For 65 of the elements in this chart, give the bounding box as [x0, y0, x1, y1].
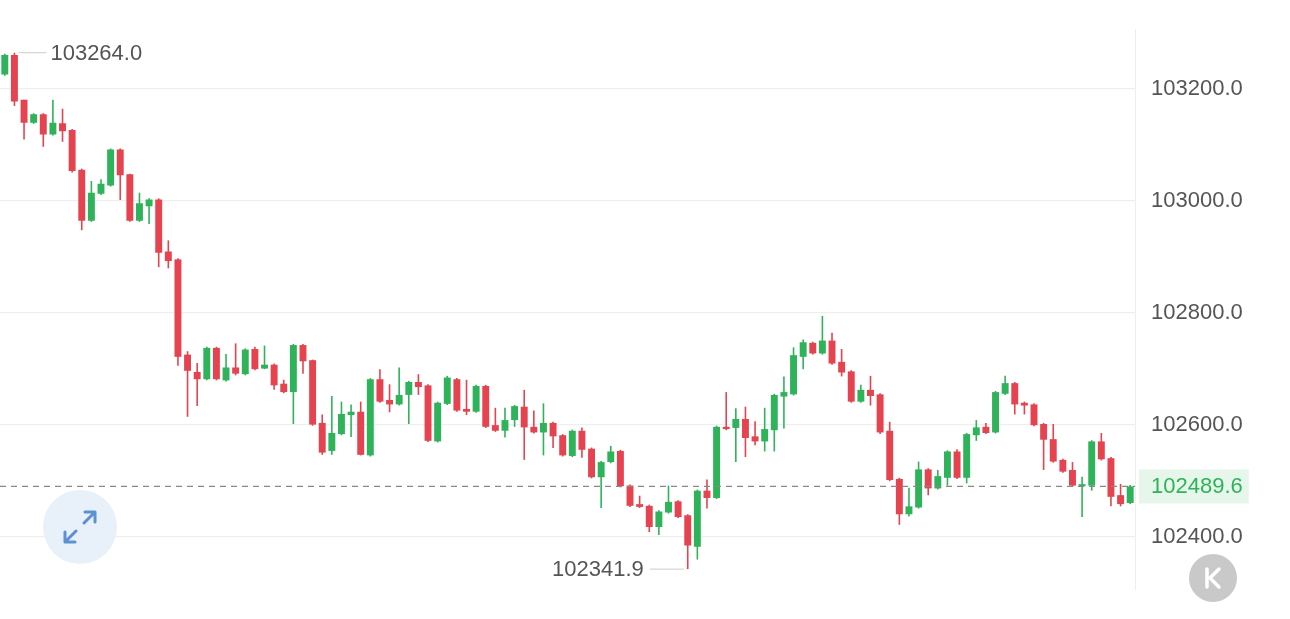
candlestick — [549, 420, 557, 449]
candlestick — [59, 107, 66, 143]
candlestick — [1040, 422, 1048, 471]
candlestick — [405, 380, 413, 425]
candlestick — [338, 400, 345, 437]
candlestick — [511, 404, 519, 428]
candlestick — [414, 373, 422, 396]
candlestick — [1117, 483, 1125, 508]
candlestick — [905, 487, 913, 518]
candlestick — [1, 53, 9, 77]
candlestick — [491, 406, 499, 433]
candlestick — [1001, 375, 1009, 396]
candlestick — [751, 420, 759, 447]
candlestick — [539, 402, 547, 457]
candlestick — [559, 433, 567, 458]
candlestick — [164, 239, 172, 270]
candlestick — [838, 348, 846, 378]
ref-line-label: 102489.6 — [1151, 473, 1243, 499]
y-tick-label: 103000.0 — [1151, 186, 1243, 212]
annotation: 103264.0 — [50, 39, 143, 65]
candlestick — [251, 345, 259, 372]
candlestick — [386, 383, 394, 414]
candlestick — [924, 467, 932, 496]
candlestick — [145, 197, 153, 225]
candlestick — [1011, 381, 1019, 416]
candlestick — [867, 375, 874, 407]
candlestick — [1097, 432, 1105, 462]
candlestick — [193, 362, 201, 407]
candlestick — [665, 484, 672, 515]
y-tick-label: 102800.0 — [1151, 298, 1243, 324]
candlestick — [645, 503, 653, 533]
y-tick-label: 102600.0 — [1151, 410, 1243, 436]
candlestick — [1069, 461, 1076, 488]
candlestick — [222, 353, 230, 383]
y-tick-label: 102400.0 — [1151, 522, 1243, 548]
annotation: 102341.9 — [551, 556, 644, 582]
candlestick — [818, 315, 826, 356]
candlestick — [395, 366, 403, 407]
candlestick — [761, 406, 769, 453]
candlestick — [780, 375, 788, 430]
candlestick — [530, 409, 538, 435]
candlestick — [799, 338, 807, 370]
candlestick — [184, 350, 192, 418]
y-tick-label: 103200.0 — [1151, 74, 1243, 100]
candlestick — [347, 403, 355, 438]
candlestick — [520, 389, 528, 461]
candlestick — [463, 378, 470, 416]
candlestick — [20, 98, 28, 141]
candlestick — [578, 426, 586, 459]
candlestick — [655, 509, 663, 536]
candlestick — [741, 405, 749, 458]
candlestick — [972, 419, 980, 442]
candlestick — [1049, 423, 1057, 464]
candlestick — [39, 112, 47, 148]
candlestick — [732, 407, 740, 463]
candlestick — [270, 362, 278, 391]
candlestick — [232, 342, 240, 377]
candlestick — [376, 368, 384, 404]
candlestick — [597, 460, 605, 509]
candlestick — [328, 395, 336, 456]
candlestick — [49, 98, 57, 137]
candlestick — [1126, 484, 1134, 505]
candlestick — [136, 191, 143, 223]
candlestick — [1078, 475, 1086, 518]
candlestick — [934, 469, 942, 491]
